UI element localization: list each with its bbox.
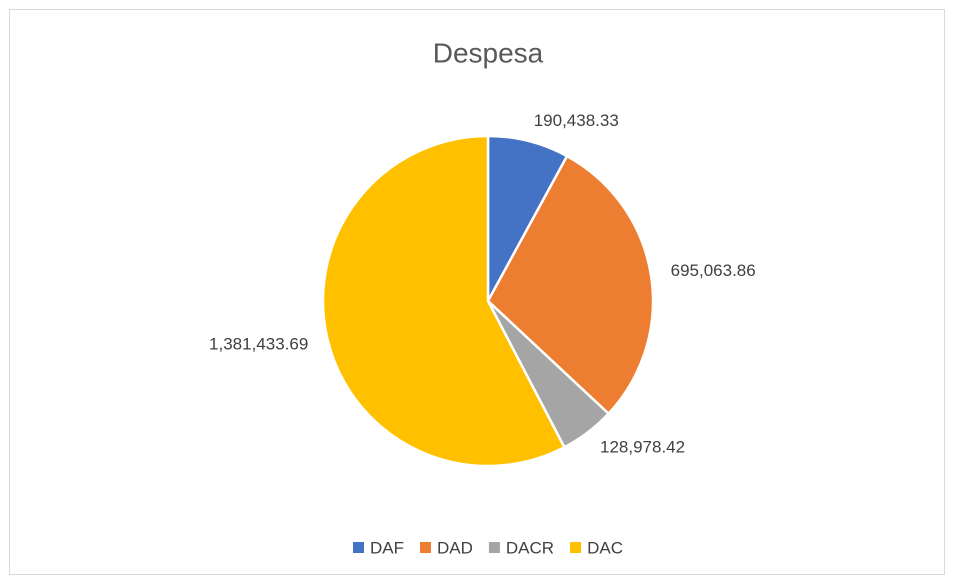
legend-swatch (353, 542, 365, 553)
legend-label: DAF (370, 538, 404, 557)
data-label: 190,438.33 (534, 111, 619, 130)
data-label: 128,978.42 (600, 438, 685, 457)
legend-label: DACR (506, 538, 554, 557)
legend-swatch (420, 542, 432, 553)
chart-title: Despesa (433, 37, 544, 68)
pie-slice (486, 154, 655, 416)
legend-swatch (570, 542, 582, 553)
data-label: 1,381,433.69 (209, 335, 308, 354)
data-label: 695,063.86 (671, 261, 756, 280)
legend-swatch (488, 542, 500, 553)
legend-label: DAC (587, 538, 623, 557)
pie-slice (321, 134, 567, 468)
legend-label: DAD (437, 538, 473, 557)
